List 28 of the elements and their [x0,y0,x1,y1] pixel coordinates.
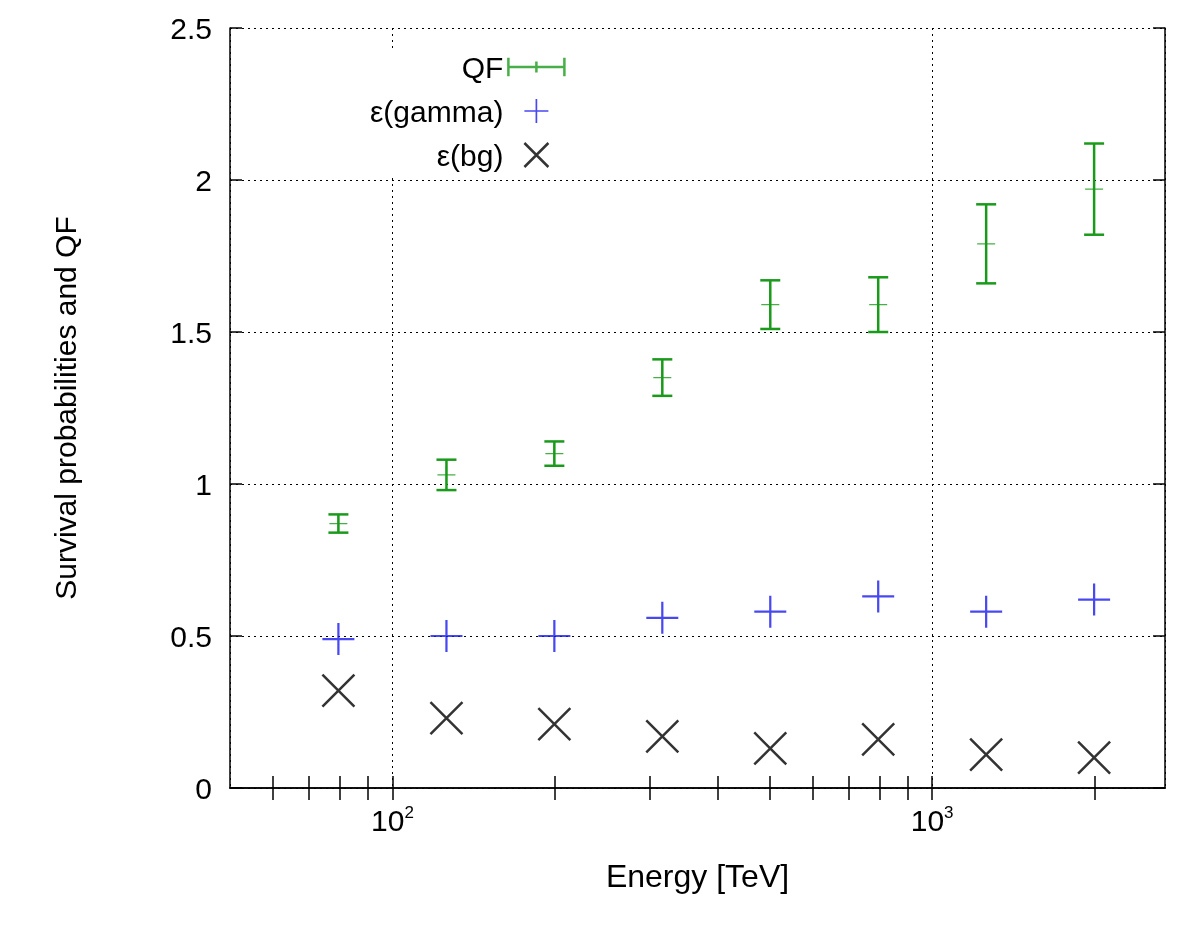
point [646,601,679,634]
point [860,722,896,757]
y-axis-title: Survival probabilities and QF [48,216,82,600]
point [754,595,787,628]
legend-label: QF [461,50,504,84]
y-tick-label: 2 [195,163,212,197]
point [968,737,1004,772]
point [429,700,464,736]
legend-label: ε(bg) [436,138,504,172]
legend-label: ε(gamma) [370,94,504,128]
point [970,595,1003,628]
y-tick-label: 1 [195,467,212,501]
point [753,731,788,766]
x-axis-title: Energy [TeV] [605,858,790,894]
point [437,465,456,484]
point [862,580,895,613]
point [645,719,680,754]
point [1076,740,1112,775]
point [1078,583,1111,616]
y-tick-label: 0 [195,771,212,805]
y-tick-label: 0.5 [170,619,212,653]
point [537,706,572,742]
point [321,673,356,708]
point [538,620,571,652]
point [322,623,355,656]
y-tick-label: 2.5 [170,11,212,45]
y-tick-label: 1.5 [170,315,212,349]
point [430,620,463,652]
